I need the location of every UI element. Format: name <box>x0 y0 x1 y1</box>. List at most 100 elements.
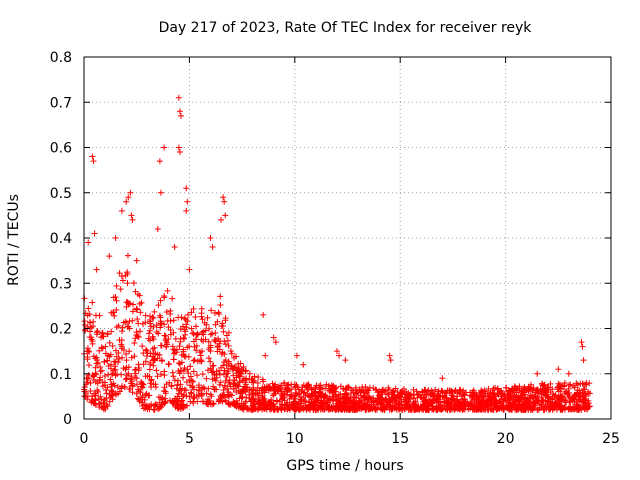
data-point <box>161 384 168 391</box>
data-point <box>155 302 162 309</box>
data-point <box>203 390 210 397</box>
data-point <box>101 372 108 379</box>
data-point <box>521 403 528 410</box>
data-point <box>139 320 146 327</box>
data-point <box>222 212 229 219</box>
data-point <box>143 352 150 359</box>
data-point <box>313 397 320 404</box>
data-point <box>207 331 214 338</box>
data-point <box>300 361 307 368</box>
data-point <box>158 342 165 349</box>
data-point <box>505 401 512 408</box>
data-point <box>564 391 571 398</box>
data-point <box>210 362 217 369</box>
data-point <box>188 325 195 332</box>
data-point <box>175 314 182 321</box>
data-point <box>438 387 445 394</box>
data-point <box>186 266 193 273</box>
data-point <box>344 392 351 399</box>
data-point <box>197 352 204 359</box>
data-point <box>129 317 136 324</box>
data-point <box>113 353 120 360</box>
data-point <box>209 369 216 376</box>
data-point <box>218 394 225 401</box>
data-point <box>270 392 277 399</box>
data-point <box>565 370 572 377</box>
data-point <box>292 406 299 413</box>
data-point <box>155 394 162 401</box>
data-point <box>547 380 554 387</box>
data-point <box>91 372 98 379</box>
data-point <box>192 323 199 330</box>
data-point <box>333 406 340 413</box>
data-point <box>387 357 394 364</box>
data-point <box>235 372 242 379</box>
data-point <box>123 198 130 205</box>
data-point <box>480 403 487 410</box>
data-point <box>216 340 223 347</box>
data-point <box>217 379 224 386</box>
data-point <box>242 387 249 394</box>
data-point <box>152 381 159 388</box>
data-point <box>246 391 253 398</box>
data-point <box>235 405 242 412</box>
data-point <box>315 402 322 409</box>
data-point <box>211 386 218 393</box>
y-tick-label: 0.5 <box>50 186 72 202</box>
data-point <box>84 379 91 386</box>
data-point <box>163 343 170 350</box>
data-point <box>188 390 195 397</box>
data-point <box>110 294 117 301</box>
data-point <box>190 338 197 345</box>
data-point <box>121 383 128 390</box>
data-point <box>176 149 183 156</box>
data-point <box>293 352 300 359</box>
data-point <box>180 374 187 381</box>
data-point <box>207 358 214 365</box>
data-point <box>169 369 176 376</box>
data-point <box>140 381 147 388</box>
data-point <box>116 270 123 277</box>
data-point <box>177 367 184 374</box>
data-point <box>372 406 379 413</box>
data-point <box>272 339 279 346</box>
data-point <box>376 398 383 405</box>
data-point <box>554 384 561 391</box>
data-point <box>150 350 157 357</box>
data-point <box>358 397 365 404</box>
x-axis-label: GPS time / hours <box>286 458 403 474</box>
data-point <box>254 380 261 387</box>
data-point <box>203 375 210 382</box>
data-point <box>102 406 109 413</box>
data-point <box>196 349 203 356</box>
data-point <box>109 342 116 349</box>
data-point <box>534 370 541 377</box>
data-point <box>183 321 190 328</box>
data-point <box>218 216 225 223</box>
data-point <box>578 339 585 346</box>
data-point <box>207 365 214 372</box>
data-point <box>405 392 412 399</box>
data-point <box>118 207 125 214</box>
data-point <box>252 390 259 397</box>
data-point <box>87 319 94 326</box>
data-point <box>157 314 164 321</box>
data-point <box>301 397 308 404</box>
data-point <box>521 389 528 396</box>
data-point <box>242 398 249 405</box>
data-point <box>439 375 446 382</box>
data-point <box>125 370 132 377</box>
data-point <box>542 390 549 397</box>
data-point <box>221 367 228 374</box>
data-point <box>442 394 449 401</box>
data-point <box>144 350 151 357</box>
data-point <box>474 394 481 401</box>
data-point <box>199 329 206 336</box>
x-tick-label: 5 <box>185 431 194 447</box>
data-point <box>494 399 501 406</box>
data-point <box>510 396 517 403</box>
chart-title: Day 217 of 2023, Rate Of TEC Index for r… <box>159 20 533 36</box>
data-point <box>220 194 227 201</box>
data-point <box>217 293 224 300</box>
